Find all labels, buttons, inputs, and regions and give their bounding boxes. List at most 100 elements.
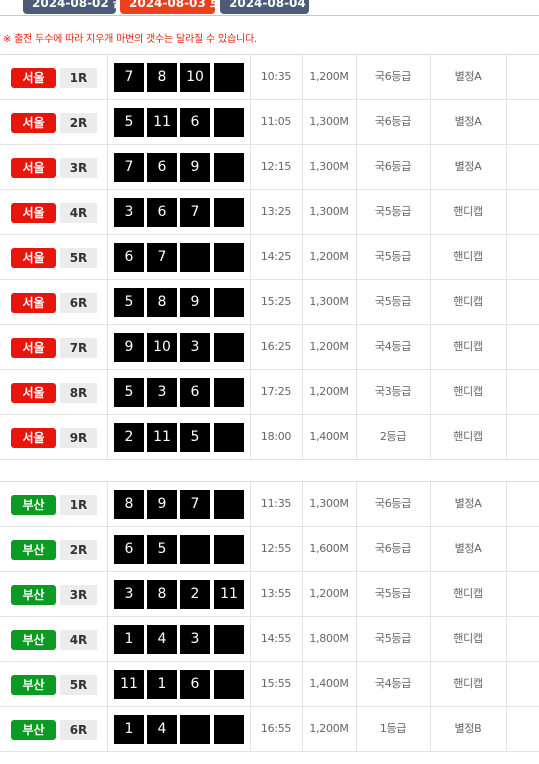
race-number: 2R — [60, 540, 97, 560]
race-row[interactable]: 부산 4R 1 4 3 14:55 1,800M 국5등급 핸디캡 — [0, 617, 539, 662]
column-divider — [302, 190, 303, 234]
race-row[interactable]: 부산 3R 3 8 2 11 13:55 1,200M 국5등급 핸디캡 — [0, 572, 539, 617]
column-divider — [430, 527, 431, 571]
eraser-number: 8 — [147, 580, 177, 609]
eraser-number: 8 — [114, 490, 144, 519]
column-divider — [356, 370, 357, 414]
race-distance: 1,200M — [309, 587, 349, 600]
eraser-number: 5 — [114, 108, 144, 137]
race-number: 8R — [60, 383, 97, 403]
race-distance: 1,800M — [309, 632, 349, 645]
column-divider — [107, 662, 108, 706]
race-grade: 국6등급 — [374, 497, 412, 510]
track-badge: 서울 — [11, 383, 56, 403]
eraser-number: 11 — [147, 108, 177, 137]
race-condition: 핸디캡 — [453, 205, 483, 218]
column-divider — [506, 100, 507, 144]
eraser-number — [214, 378, 244, 407]
race-distance: 1,300M — [309, 115, 349, 128]
column-divider — [430, 280, 431, 324]
race-row[interactable]: 부산 5R 11 1 6 15:55 1,400M 국4등급 핸디캡 — [0, 662, 539, 707]
eraser-number: 3 — [114, 198, 144, 227]
start-time: 11:35 — [260, 497, 292, 510]
race-grade: 국6등급 — [374, 542, 412, 555]
start-time: 15:25 — [260, 295, 292, 308]
race-condition: 별정B — [454, 722, 482, 735]
column-divider — [356, 325, 357, 369]
eraser-number: 3 — [147, 378, 177, 407]
race-condition: 핸디캡 — [453, 295, 483, 308]
race-row[interactable]: 서울 3R 7 6 9 12:15 1,300M 국6등급 별정A — [0, 145, 539, 190]
eraser-number: 7 — [114, 63, 144, 92]
eraser-number: 3 — [180, 333, 210, 362]
column-divider — [302, 707, 303, 751]
track-badge: 부산 — [11, 720, 56, 740]
column-divider — [302, 100, 303, 144]
race-row[interactable]: 서울 6R 5 8 9 15:25 1,300M 국5등급 핸디캡 — [0, 280, 539, 325]
column-divider — [250, 145, 251, 189]
column-divider — [250, 415, 251, 459]
column-divider — [356, 280, 357, 324]
column-divider — [356, 190, 357, 234]
race-row[interactable]: 서울 8R 5 3 6 17:25 1,200M 국3등급 핸디캡 — [0, 370, 539, 415]
race-row[interactable]: 부산 2R 6 5 12:55 1,600M 국6등급 별정A — [0, 527, 539, 572]
race-row[interactable]: 서울 9R 2 11 5 18:00 1,400M 2등급 핸디캡 — [0, 415, 539, 460]
column-divider — [302, 235, 303, 279]
race-row[interactable]: 서울 4R 3 6 7 13:25 1,300M 국5등급 핸디캡 — [0, 190, 539, 235]
eraser-number: 5 — [180, 423, 210, 452]
race-number: 2R — [60, 113, 97, 133]
race-grade: 국5등급 — [374, 205, 412, 218]
race-distance: 1,400M — [309, 430, 349, 443]
seoul-race-table: 서울 1R 7 8 10 10:35 1,200M 국6등급 별정A 서울 2R 5 11 6 11:05 1… — [0, 54, 539, 460]
column-divider — [302, 55, 303, 99]
notice-text: ※ 출전 두수에 따라 지우개 마번의 갯수는 달라질 수 있습니다. — [3, 34, 257, 45]
column-divider — [107, 617, 108, 661]
eraser-number: 1 — [114, 625, 144, 654]
race-distance: 1,300M — [309, 295, 349, 308]
eraser-number — [214, 625, 244, 654]
race-row[interactable]: 부산 6R 1 4 16:55 1,200M 1등급 별정B — [0, 707, 539, 752]
race-grade: 국5등급 — [374, 632, 412, 645]
date-tab-active[interactable]: 2024-08-03 토 — [120, 0, 215, 14]
eraser-number: 8 — [147, 63, 177, 92]
column-divider — [430, 55, 431, 99]
column-divider — [302, 617, 303, 661]
track-badge: 서울 — [11, 158, 56, 178]
column-divider — [430, 370, 431, 414]
column-divider — [506, 617, 507, 661]
column-divider — [506, 415, 507, 459]
column-divider — [107, 280, 108, 324]
column-divider — [506, 55, 507, 99]
column-divider — [430, 572, 431, 616]
race-row[interactable]: 서울 7R 9 10 3 16:25 1,200M 국4등급 핸디캡 — [0, 325, 539, 370]
eraser-number — [214, 63, 244, 92]
race-distance: 1,600M — [309, 542, 349, 555]
track-badge: 부산 — [11, 495, 56, 515]
date-tab-prev[interactable]: 2024-08-02 금 — [23, 0, 116, 14]
race-row[interactable]: 서울 1R 7 8 10 10:35 1,200M 국6등급 별정A — [0, 55, 539, 100]
start-time: 12:55 — [260, 542, 292, 555]
eraser-number: 8 — [147, 288, 177, 317]
eraser-number — [214, 535, 244, 564]
eraser-number — [180, 715, 210, 744]
race-number: 5R — [60, 675, 97, 695]
eraser-number: 2 — [180, 580, 210, 609]
track-badge: 부산 — [11, 540, 56, 560]
race-condition: 핸디캡 — [453, 632, 483, 645]
eraser-number — [214, 670, 244, 699]
column-divider — [250, 482, 251, 526]
eraser-number: 6 — [180, 670, 210, 699]
race-row[interactable]: 서울 5R 6 7 14:25 1,200M 국5등급 핸디캡 — [0, 235, 539, 280]
race-number: 6R — [60, 720, 97, 740]
eraser-number — [180, 535, 210, 564]
race-number: 7R — [60, 338, 97, 358]
track-badge: 부산 — [11, 630, 56, 650]
race-number: 4R — [60, 630, 97, 650]
eraser-number: 7 — [180, 490, 210, 519]
eraser-number: 6 — [147, 198, 177, 227]
race-row[interactable]: 부산 1R 8 9 7 11:35 1,300M 국6등급 별정A — [0, 482, 539, 527]
race-row[interactable]: 서울 2R 5 11 6 11:05 1,300M 국6등급 별정A — [0, 100, 539, 145]
race-grade: 국6등급 — [374, 160, 412, 173]
column-divider — [302, 370, 303, 414]
date-tab-next[interactable]: 2024-08-04 일 — [220, 0, 309, 14]
